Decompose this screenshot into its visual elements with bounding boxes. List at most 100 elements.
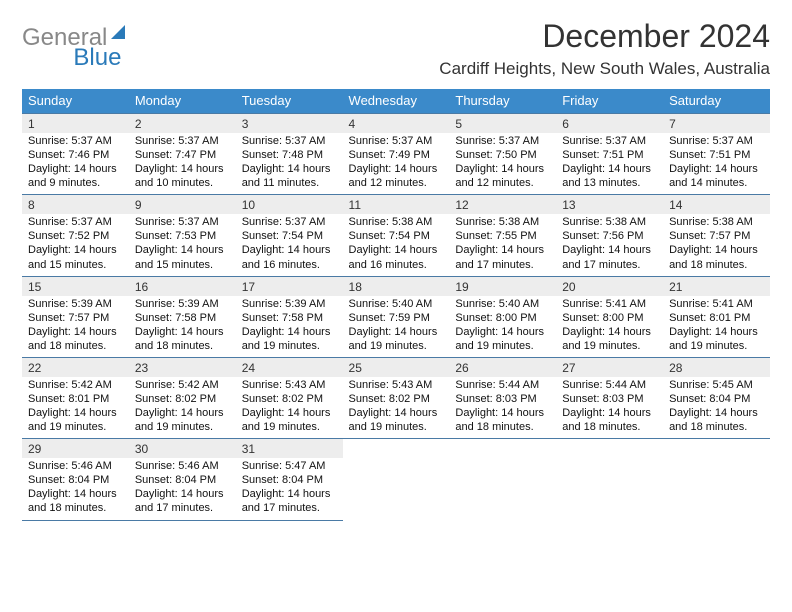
day-number: 15 [22,277,129,296]
calendar-day-cell: 29Sunrise: 5:46 AMSunset: 8:04 PMDayligh… [22,439,129,520]
calendar-week-row: 15Sunrise: 5:39 AMSunset: 7:57 PMDayligh… [22,276,770,357]
day-details: Sunrise: 5:44 AMSunset: 8:03 PMDaylight:… [556,377,663,438]
day-details: Sunrise: 5:46 AMSunset: 8:04 PMDaylight:… [129,458,236,519]
calendar-table: SundayMondayTuesdayWednesdayThursdayFrid… [22,89,770,521]
calendar-day-cell: 22Sunrise: 5:42 AMSunset: 8:01 PMDayligh… [22,357,129,438]
day-details: Sunrise: 5:38 AMSunset: 7:57 PMDaylight:… [663,214,770,275]
calendar-day-cell: 5Sunrise: 5:37 AMSunset: 7:50 PMDaylight… [449,114,556,195]
day-number: 5 [449,114,556,133]
calendar-week-row: 1Sunrise: 5:37 AMSunset: 7:46 PMDaylight… [22,114,770,195]
calendar-day-cell: 17Sunrise: 5:39 AMSunset: 7:58 PMDayligh… [236,276,343,357]
day-number: 4 [343,114,450,133]
day-details: Sunrise: 5:47 AMSunset: 8:04 PMDaylight:… [236,458,343,519]
day-number: 23 [129,358,236,377]
calendar-day-cell: 25Sunrise: 5:43 AMSunset: 8:02 PMDayligh… [343,357,450,438]
calendar-day-cell: 21Sunrise: 5:41 AMSunset: 8:01 PMDayligh… [663,276,770,357]
day-number: 11 [343,195,450,214]
day-details: Sunrise: 5:37 AMSunset: 7:53 PMDaylight:… [129,214,236,275]
calendar-day-cell: 9Sunrise: 5:37 AMSunset: 7:53 PMDaylight… [129,195,236,276]
day-details: Sunrise: 5:41 AMSunset: 8:01 PMDaylight:… [663,296,770,357]
logo-triangle-icon [111,25,125,39]
day-details: Sunrise: 5:37 AMSunset: 7:52 PMDaylight:… [22,214,129,275]
month-title: December 2024 [439,18,770,55]
day-number: 6 [556,114,663,133]
calendar-week-row: 29Sunrise: 5:46 AMSunset: 8:04 PMDayligh… [22,439,770,520]
day-details: Sunrise: 5:37 AMSunset: 7:51 PMDaylight:… [663,133,770,194]
weekday-header: Monday [129,89,236,114]
calendar-day-cell: 27Sunrise: 5:44 AMSunset: 8:03 PMDayligh… [556,357,663,438]
day-details: Sunrise: 5:37 AMSunset: 7:50 PMDaylight:… [449,133,556,194]
calendar-day-cell: 20Sunrise: 5:41 AMSunset: 8:00 PMDayligh… [556,276,663,357]
day-details: Sunrise: 5:42 AMSunset: 8:02 PMDaylight:… [129,377,236,438]
calendar-week-row: 8Sunrise: 5:37 AMSunset: 7:52 PMDaylight… [22,195,770,276]
calendar-day-cell: 18Sunrise: 5:40 AMSunset: 7:59 PMDayligh… [343,276,450,357]
day-number: 19 [449,277,556,296]
calendar-day-cell: 26Sunrise: 5:44 AMSunset: 8:03 PMDayligh… [449,357,556,438]
day-details: Sunrise: 5:39 AMSunset: 7:58 PMDaylight:… [129,296,236,357]
day-number: 2 [129,114,236,133]
calendar-day-cell [343,439,450,520]
day-details: Sunrise: 5:37 AMSunset: 7:47 PMDaylight:… [129,133,236,194]
weekday-header: Sunday [22,89,129,114]
day-number: 21 [663,277,770,296]
day-number: 3 [236,114,343,133]
location-text: Cardiff Heights, New South Wales, Austra… [439,59,770,79]
weekday-header: Wednesday [343,89,450,114]
day-number: 12 [449,195,556,214]
day-details: Sunrise: 5:38 AMSunset: 7:56 PMDaylight:… [556,214,663,275]
day-number: 1 [22,114,129,133]
day-number: 30 [129,439,236,458]
day-details: Sunrise: 5:41 AMSunset: 8:00 PMDaylight:… [556,296,663,357]
day-details: Sunrise: 5:43 AMSunset: 8:02 PMDaylight:… [236,377,343,438]
calendar-page: General Blue December 2024 Cardiff Heigh… [0,0,792,612]
day-details: Sunrise: 5:43 AMSunset: 8:02 PMDaylight:… [343,377,450,438]
weekday-header: Friday [556,89,663,114]
day-number: 27 [556,358,663,377]
day-details: Sunrise: 5:37 AMSunset: 7:49 PMDaylight:… [343,133,450,194]
calendar-day-cell: 19Sunrise: 5:40 AMSunset: 8:00 PMDayligh… [449,276,556,357]
calendar-day-cell: 1Sunrise: 5:37 AMSunset: 7:46 PMDaylight… [22,114,129,195]
day-number: 7 [663,114,770,133]
day-details: Sunrise: 5:46 AMSunset: 8:04 PMDaylight:… [22,458,129,519]
calendar-day-cell: 28Sunrise: 5:45 AMSunset: 8:04 PMDayligh… [663,357,770,438]
day-details: Sunrise: 5:37 AMSunset: 7:54 PMDaylight:… [236,214,343,275]
day-number: 16 [129,277,236,296]
day-number: 20 [556,277,663,296]
calendar-day-cell [449,439,556,520]
day-details: Sunrise: 5:39 AMSunset: 7:57 PMDaylight:… [22,296,129,357]
day-details: Sunrise: 5:40 AMSunset: 8:00 PMDaylight:… [449,296,556,357]
day-number: 26 [449,358,556,377]
calendar-day-cell: 15Sunrise: 5:39 AMSunset: 7:57 PMDayligh… [22,276,129,357]
day-details: Sunrise: 5:37 AMSunset: 7:51 PMDaylight:… [556,133,663,194]
day-number: 8 [22,195,129,214]
weekday-header: Thursday [449,89,556,114]
logo-text-blue: Blue [73,44,121,72]
calendar-day-cell: 7Sunrise: 5:37 AMSunset: 7:51 PMDaylight… [663,114,770,195]
calendar-day-cell: 11Sunrise: 5:38 AMSunset: 7:54 PMDayligh… [343,195,450,276]
day-number: 31 [236,439,343,458]
calendar-day-cell: 8Sunrise: 5:37 AMSunset: 7:52 PMDaylight… [22,195,129,276]
day-details: Sunrise: 5:38 AMSunset: 7:54 PMDaylight:… [343,214,450,275]
header: General Blue December 2024 Cardiff Heigh… [22,18,770,79]
day-details: Sunrise: 5:45 AMSunset: 8:04 PMDaylight:… [663,377,770,438]
calendar-day-cell: 14Sunrise: 5:38 AMSunset: 7:57 PMDayligh… [663,195,770,276]
day-number: 13 [556,195,663,214]
calendar-day-cell: 4Sunrise: 5:37 AMSunset: 7:49 PMDaylight… [343,114,450,195]
calendar-day-cell: 2Sunrise: 5:37 AMSunset: 7:47 PMDaylight… [129,114,236,195]
day-details: Sunrise: 5:44 AMSunset: 8:03 PMDaylight:… [449,377,556,438]
day-details: Sunrise: 5:39 AMSunset: 7:58 PMDaylight:… [236,296,343,357]
title-block: December 2024 Cardiff Heights, New South… [439,18,770,79]
calendar-day-cell: 24Sunrise: 5:43 AMSunset: 8:02 PMDayligh… [236,357,343,438]
calendar-day-cell: 30Sunrise: 5:46 AMSunset: 8:04 PMDayligh… [129,439,236,520]
weekday-header: Saturday [663,89,770,114]
calendar-day-cell: 10Sunrise: 5:37 AMSunset: 7:54 PMDayligh… [236,195,343,276]
day-details: Sunrise: 5:38 AMSunset: 7:55 PMDaylight:… [449,214,556,275]
day-number: 9 [129,195,236,214]
day-details: Sunrise: 5:37 AMSunset: 7:48 PMDaylight:… [236,133,343,194]
calendar-day-cell: 3Sunrise: 5:37 AMSunset: 7:48 PMDaylight… [236,114,343,195]
calendar-day-cell: 12Sunrise: 5:38 AMSunset: 7:55 PMDayligh… [449,195,556,276]
calendar-day-cell: 13Sunrise: 5:38 AMSunset: 7:56 PMDayligh… [556,195,663,276]
day-number: 10 [236,195,343,214]
day-number: 14 [663,195,770,214]
day-details: Sunrise: 5:40 AMSunset: 7:59 PMDaylight:… [343,296,450,357]
